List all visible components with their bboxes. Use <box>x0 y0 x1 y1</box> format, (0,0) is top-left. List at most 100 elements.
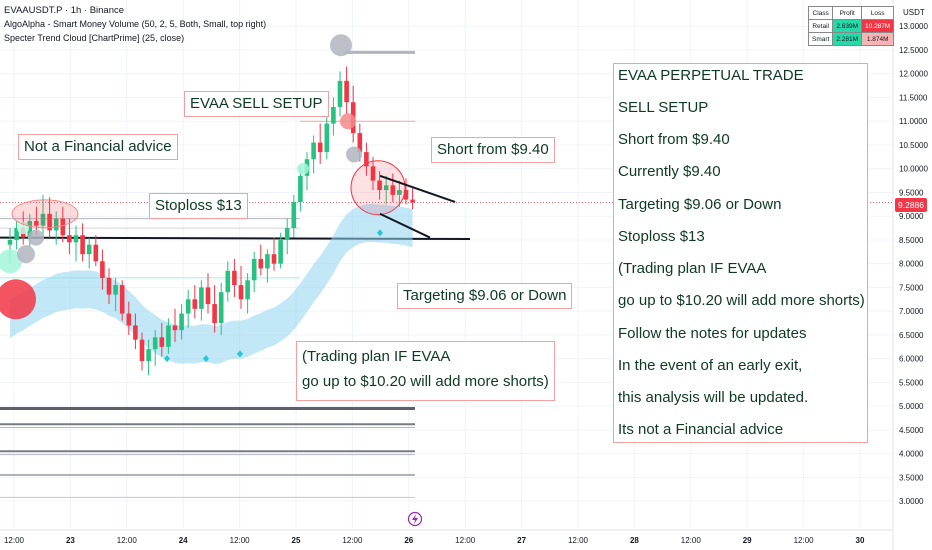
diamond-marker <box>164 355 170 363</box>
note-line: Targeting $9.06 or Down <box>618 196 782 213</box>
candle <box>265 249 270 283</box>
y-tick-label: 4.5000 <box>899 426 924 435</box>
volume-bubble <box>346 146 362 163</box>
candle-body <box>284 228 290 240</box>
diamond-marker <box>203 355 209 363</box>
candle <box>152 330 158 366</box>
candle <box>47 197 52 238</box>
candle <box>106 268 112 305</box>
candle <box>185 289 191 328</box>
candle-body <box>93 244 99 262</box>
note-line: Stoploss $13 <box>618 228 705 245</box>
x-tick-label: 12:00 <box>568 536 589 545</box>
price-axis[interactable]: 3.0000 3.5000 4.0000 4.5000 5.0000 5.5000 6.00… <box>892 0 928 550</box>
candle <box>344 66 349 115</box>
candle <box>53 211 59 245</box>
short-from-label[interactable]: Short from $9.40 <box>431 137 555 163</box>
candle <box>133 313 138 350</box>
trade-drawings <box>11 160 456 239</box>
candle-body <box>53 218 59 231</box>
x-tick-label: 23 <box>66 536 75 545</box>
x-tick-label: 12:00 <box>230 536 251 545</box>
y-tick-label: 12.5000 <box>899 46 928 55</box>
candle <box>238 266 244 309</box>
trading-plan-label[interactable]: (Trading plan IF EVAA go up to $10.20 wi… <box>296 341 555 401</box>
candle <box>311 135 316 174</box>
candle <box>172 308 178 343</box>
candle <box>80 223 85 262</box>
trading-plan-line-2: go up to $10.20 will add more shorts) <box>302 373 549 390</box>
candle-body <box>86 244 92 255</box>
candle <box>166 318 171 354</box>
projection-line <box>379 174 456 203</box>
table-cell-loss: 10.287M <box>861 19 895 33</box>
note-line: Follow the notes for updates <box>618 325 807 342</box>
candle-body <box>192 299 198 309</box>
candle-body <box>166 325 171 347</box>
candle <box>218 282 224 335</box>
time-axis[interactable]: 12:00 23 12:00 24 12:00 25 12:00 26 12:00 27 12:00… <box>0 529 893 545</box>
candle <box>67 218 72 255</box>
current-price-tag: 9.2886 <box>895 198 927 212</box>
note-line: this analysis will be updated. <box>618 389 809 406</box>
candle-body <box>357 133 363 153</box>
candle <box>397 180 402 207</box>
candle-body <box>14 228 19 240</box>
stoploss-label[interactable]: Stoploss $13 <box>149 193 248 219</box>
y-tick-label: 7.0000 <box>899 307 924 316</box>
candle-body <box>80 235 85 255</box>
x-tick-label: 12:00 <box>117 536 138 545</box>
table-cell-loss: 1.874M <box>861 32 895 46</box>
candle <box>40 194 46 240</box>
lightning-icon[interactable] <box>407 511 423 527</box>
candle-body <box>27 220 33 238</box>
candle-body <box>152 337 158 350</box>
candle <box>383 175 389 205</box>
table-header: Class <box>807 6 834 20</box>
candlestick-series[interactable] <box>7 66 415 376</box>
candle-body <box>383 185 389 191</box>
candle <box>205 273 211 314</box>
note-line: SELL SETUP <box>618 99 709 116</box>
candle-body <box>218 292 224 324</box>
sell-setup-label[interactable]: EVAA SELL SETUP <box>184 91 329 117</box>
candle <box>100 249 105 290</box>
note-line: In the event of an early exit, <box>618 357 803 374</box>
candle-body <box>370 166 376 181</box>
candle-body <box>172 325 178 331</box>
target-label[interactable]: Targeting $9.06 or Down <box>397 283 573 309</box>
indicator-legend-2[interactable]: Specter Trend Cloud [ChartPrime] (25, cl… <box>4 33 185 43</box>
candle <box>73 225 79 262</box>
y-tick-label: 11.5000 <box>899 93 928 102</box>
candle-body <box>34 220 39 226</box>
trend-cloud <box>10 203 413 365</box>
trading-plan-line-1: (Trading plan IF EVAA <box>302 348 451 365</box>
y-tick-label: 9.0000 <box>899 212 924 221</box>
candle-body <box>225 270 231 293</box>
x-tick-label: 24 <box>179 536 188 545</box>
candle-body <box>67 235 72 243</box>
candle-body <box>397 190 402 195</box>
note-line: Currently $9.40 <box>618 163 721 180</box>
note-line: Short from $9.40 <box>618 131 730 148</box>
symbol-title[interactable]: EVAAUSDT.P · 1h · Binance <box>4 5 125 16</box>
trade-notes-panel[interactable]: EVAA PERPETUAL TRADE SELL SETUP Short fr… <box>613 63 868 443</box>
candle-body <box>100 261 105 278</box>
volume-bubble <box>297 162 309 175</box>
y-tick-label: 13.0000 <box>899 22 928 31</box>
candle <box>14 220 19 250</box>
candle-body <box>205 287 211 305</box>
y-tick-label: 10.0000 <box>899 165 928 174</box>
diamond-marker <box>237 350 243 358</box>
candle <box>225 261 231 302</box>
trend-cloud-band <box>10 203 413 365</box>
indicator-legend-1[interactable]: AlgoAlpha - Smart Money Volume (50, 2, 5… <box>4 19 267 29</box>
candle <box>86 237 92 269</box>
candle <box>179 304 184 340</box>
not-advice-label[interactable]: Not a Financial advice <box>18 134 178 160</box>
candle-body <box>47 213 52 231</box>
candle <box>146 339 151 376</box>
candle <box>60 206 66 243</box>
table-header: Profit <box>832 6 863 20</box>
